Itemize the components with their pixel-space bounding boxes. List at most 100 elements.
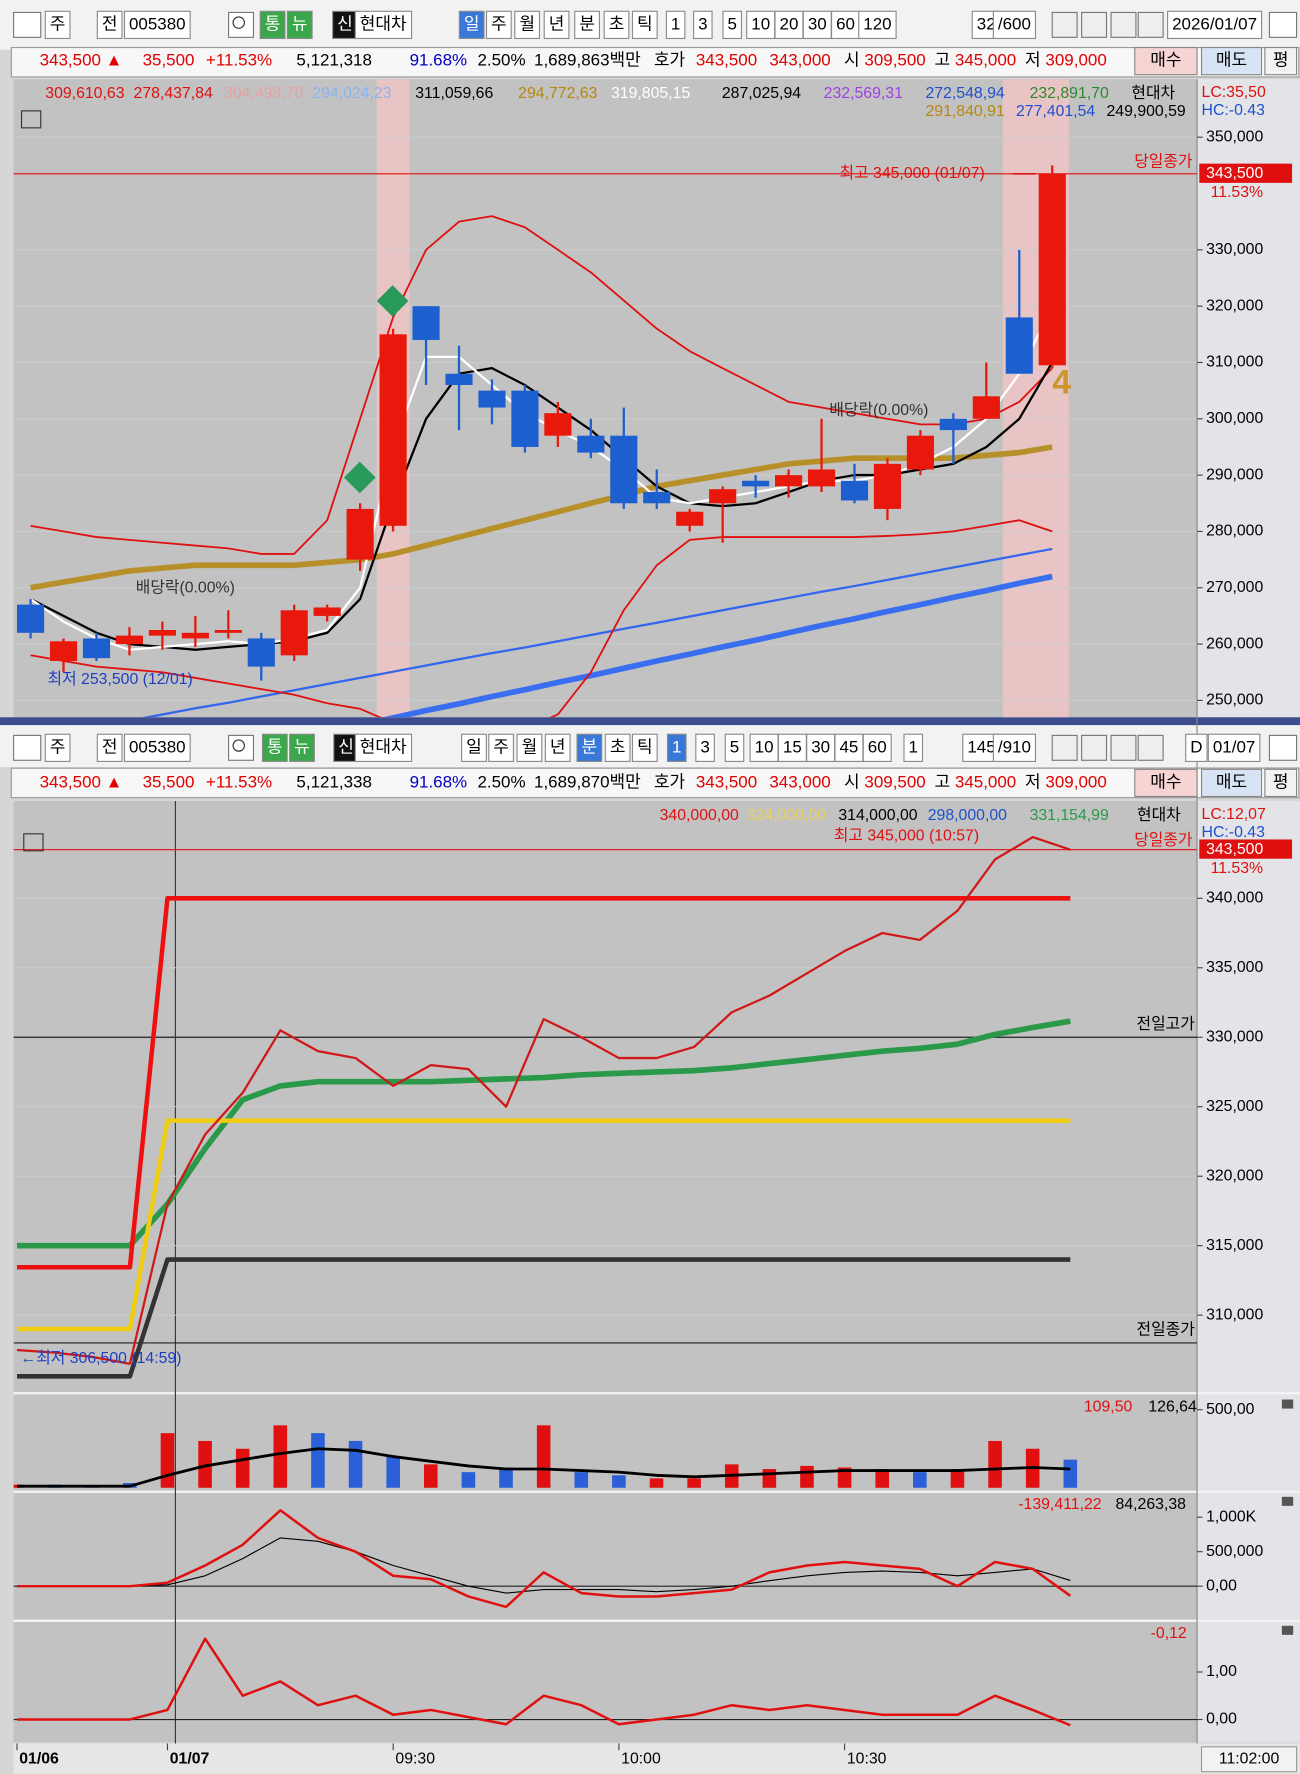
toolbar-item[interactable]: 년 [549,14,565,33]
pane-close[interactable] [1281,1625,1294,1635]
toolbar-button[interactable] [516,733,543,762]
toolbar-item[interactable]: /600 [998,14,1031,33]
toolbar-item[interactable]: 전 [102,737,118,756]
toolbar-button[interactable] [1185,733,1208,762]
tool-icon[interactable] [1081,734,1108,761]
toolbar-item[interactable]: 32 [977,14,996,33]
toolbar-item[interactable]: 초 [609,14,625,33]
toolbar-button[interactable] [806,733,836,762]
toolbar-button[interactable] [774,10,804,40]
toolbar-item[interactable]: 현대차 [360,14,407,33]
toolbar-button[interactable] [259,10,286,40]
toolbar-button[interactable] [695,733,715,762]
toolbar-button[interactable] [44,733,71,762]
toolbar-item[interactable]: 일 [466,737,482,756]
order-button-label[interactable]: 평 [1273,772,1289,791]
toolbar-button[interactable] [603,10,630,40]
toolbar-item[interactable]: 3 [698,14,707,33]
order-button-label[interactable]: 매수 [1150,51,1181,70]
toolbar-item[interactable]: 통 [265,14,281,33]
toolbar-item[interactable]: 005380 [129,737,186,756]
toolbar-button[interactable] [604,733,631,762]
menu-icon[interactable] [13,11,42,38]
calendar-icon[interactable] [1268,734,1298,761]
calendar-icon[interactable] [1268,11,1298,38]
toolbar-item[interactable]: 분 [582,737,598,756]
toolbar-item[interactable]: 뉴 [294,737,310,756]
grid-icon[interactable] [20,110,42,129]
toolbar-item[interactable]: 5 [727,14,736,33]
toolbar-item[interactable]: 전 [102,14,118,33]
toolbar-item[interactable]: 틱 [637,14,653,33]
pane-close[interactable] [1281,1399,1294,1409]
tool-icon[interactable] [1110,11,1137,38]
toolbar-button[interactable] [544,733,571,762]
toolbar-item[interactable]: 통 [267,737,283,756]
order-button[interactable] [1134,768,1198,798]
toolbar-button[interactable] [286,10,313,40]
toolbar-item[interactable]: 5 [730,737,739,756]
toolbar-item[interactable]: 15 [783,737,802,756]
toolbar-button[interactable] [631,733,658,762]
toolbar-item[interactable]: 주 [493,737,509,756]
toolbar-button[interactable] [354,733,413,762]
grid-icon[interactable] [23,833,44,852]
toolbar-item[interactable]: 1 [671,14,680,33]
order-button-label[interactable]: 평 [1273,51,1289,70]
toolbar-button[interactable] [665,10,686,40]
toolbar-item[interactable]: 초 [610,737,626,756]
toolbar-item[interactable]: 120 [863,14,891,33]
toolbar-button[interactable] [992,733,1037,762]
toolbar-item[interactable]: 30 [808,14,827,33]
toolbar-item[interactable]: 60 [836,14,855,33]
tool-icon[interactable] [1137,11,1164,38]
toolbar-item[interactable]: 2026/01/07 [1172,14,1257,33]
toolbar-item[interactable]: 월 [522,737,538,756]
toolbar-button[interactable] [96,10,123,40]
toolbar-button[interactable] [858,10,897,40]
toolbar-item[interactable]: 10 [751,14,770,33]
order-button[interactable] [1200,46,1263,76]
tool-icon[interactable] [1110,734,1137,761]
toolbar-button[interactable] [458,10,485,40]
toolbar-button[interactable] [514,10,541,40]
order-button-label[interactable]: 매도 [1216,772,1247,791]
toolbar-button[interactable] [574,10,601,40]
tool-icon[interactable] [1137,734,1164,761]
toolbar-item[interactable]: 005380 [129,14,186,33]
toolbar-item[interactable]: 1 [672,737,681,756]
order-button[interactable] [1200,768,1263,798]
toolbar-item[interactable]: 신 [338,737,354,756]
toolbar-item[interactable]: 신 [337,14,353,33]
toolbar-button[interactable] [722,10,743,40]
toolbar-button[interactable] [289,733,315,762]
toolbar-item[interactable]: 145 [967,737,995,756]
toolbar-item[interactable]: 현대차 [360,737,407,756]
toolbar-button[interactable] [461,733,487,762]
order-button[interactable] [1264,768,1298,798]
toolbar-button[interactable] [631,10,658,40]
toolbar-button[interactable] [802,10,832,40]
toolbar-item[interactable]: 뉴 [292,14,308,33]
toolbar-button[interactable] [666,733,687,762]
toolbar-item[interactable]: 45 [840,737,859,756]
search-icon[interactable] [227,11,255,38]
order-button-label[interactable]: 매도 [1216,51,1247,70]
toolbar-item[interactable]: 10 [755,737,774,756]
toolbar-button[interactable] [488,733,515,762]
toolbar-button[interactable] [543,10,570,40]
tool-icon[interactable] [1081,11,1108,38]
toolbar-button[interactable] [992,10,1037,40]
toolbar-item[interactable]: 일 [464,14,480,33]
order-button[interactable] [1134,46,1198,76]
toolbar-item[interactable]: 주 [50,14,66,33]
toolbar-item[interactable]: 1 [909,737,918,756]
pane-close[interactable] [1281,1496,1294,1506]
toolbar-button[interactable] [862,733,892,762]
tool-icon[interactable] [1051,11,1078,38]
toolbar-button[interactable] [44,10,71,40]
toolbar-button[interactable] [724,733,745,762]
toolbar-button[interactable] [485,10,512,40]
toolbar-item[interactable]: 주 [50,737,66,756]
toolbar-item[interactable]: 틱 [637,737,653,756]
